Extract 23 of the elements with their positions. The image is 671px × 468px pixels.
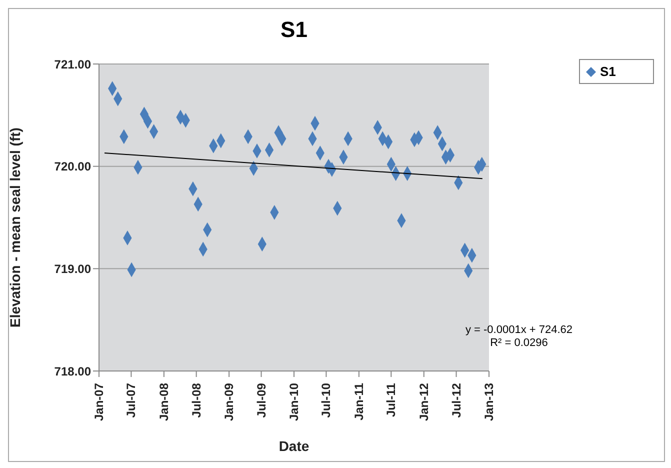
x-tick-label: Jan-10 xyxy=(287,382,301,422)
x-tick-label: Jul-11 xyxy=(384,382,398,418)
x-tick-label: Jul-12 xyxy=(449,382,464,418)
y-tick-label: 720.00 xyxy=(54,160,92,174)
x-tick-label: Jul-07 xyxy=(124,382,138,418)
legend-label: S1 xyxy=(600,64,616,79)
chart-title: S1 xyxy=(280,17,308,43)
y-axis-title: Elevation - mean seal level (ft) xyxy=(6,128,23,328)
annotation: y = -0.0001x + 724.62 xyxy=(464,324,574,337)
x-tick-label: Jul-09 xyxy=(254,382,268,418)
x-tick-label: Jan-11 xyxy=(352,382,366,420)
x-tick-label: Jan-13 xyxy=(482,382,496,422)
x-tick-label: Jan-09 xyxy=(222,382,236,422)
y-tick-label: 718.00 xyxy=(54,364,92,378)
y-tick-label: 721.00 xyxy=(54,57,92,72)
x-tick-label: Jan-08 xyxy=(156,382,171,422)
x-tick-label: Jan-12 xyxy=(416,382,431,422)
text: R² = 0.0296 xyxy=(489,337,549,350)
x-tick-label: Jul-10 xyxy=(319,382,334,418)
x-tick-label: Jan-07 xyxy=(92,382,106,422)
x-tick-label: Jul-08 xyxy=(189,382,204,418)
x-axis-title: Date xyxy=(278,438,310,454)
y-tick-label: 719.00 xyxy=(54,262,92,276)
